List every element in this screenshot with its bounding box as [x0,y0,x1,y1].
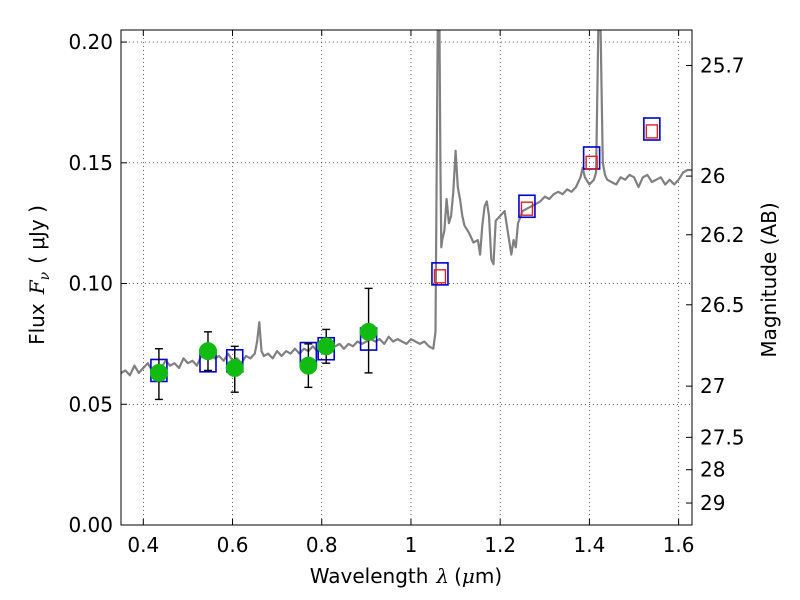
y-axis-label-symbol: F [25,279,49,295]
model-point-marker [643,117,661,141]
y-tick-label: 0.10 [68,272,113,296]
mag-tick-label: 25.7 [700,53,745,77]
observed-point [149,363,168,382]
mag-tick-label: 28 [700,458,725,482]
x-axis-label-unit-mu: μ [462,564,475,588]
grid [121,30,692,526]
mag-tick-label: 26 [700,164,725,188]
y-tick-label: 0.00 [68,513,113,537]
y2-axis-label: Magnitude (AB) [757,202,781,357]
x-tick-label: 1.2 [484,533,516,557]
x-tick-label: 0.8 [306,533,338,557]
x-axis-label: Wavelength λ (μm) [310,564,502,588]
model-point-marker [518,194,536,219]
mag-tick-label: 26.2 [700,223,745,247]
y-axis-label-text: Flux [25,303,49,345]
mag-tick-label: 27 [700,374,725,398]
x-tick-label: 1.6 [663,533,695,557]
mag-tick-label: 27.5 [700,425,745,449]
observed-point [198,342,217,361]
x-tick-label: 1 [405,533,418,557]
axis-ticks: 0.4 0.6 0.8 1 1.2 1.4 1.6 0.00 0.05 0.10 0.15 0.20 2… [68,30,745,557]
mag-tick-label: 29 [700,491,725,515]
observed-point [359,322,378,341]
y-axis-label: Flux Fν ( μJy ) [25,205,53,345]
observed-point [317,337,336,356]
y-axis-label-subscript: ν [37,271,53,280]
y-tick-label: 0.20 [68,30,113,54]
x-axis-label-unit-open: ( [454,564,462,588]
y-tick-label: 0.15 [68,151,113,175]
x-axis-label-symbol: λ [435,564,449,588]
observed-ir-marker [433,269,447,284]
model-point-marker [431,262,449,286]
y-tick-label: 0.05 [68,392,113,416]
observed-point [299,356,318,375]
observed-ir-marker [645,124,659,139]
observed-point [225,359,244,378]
series-layer [121,30,692,401]
observed-ir-marker [585,155,598,171]
x-tick-label: 0.6 [217,533,249,557]
x-tick-label: 0.4 [127,533,159,557]
x-tick-label: 1.4 [573,533,605,557]
x-axis-label-unit-rest: m) [475,564,502,588]
spectrum-line [121,30,692,377]
y-axis-label-unit: ( μJy ) [25,205,49,264]
mag-tick-label: 26.5 [700,293,745,317]
x-axis-label-text: Wavelength [310,564,429,588]
observed-ir-marker [520,201,534,216]
plot-frame [120,29,693,526]
